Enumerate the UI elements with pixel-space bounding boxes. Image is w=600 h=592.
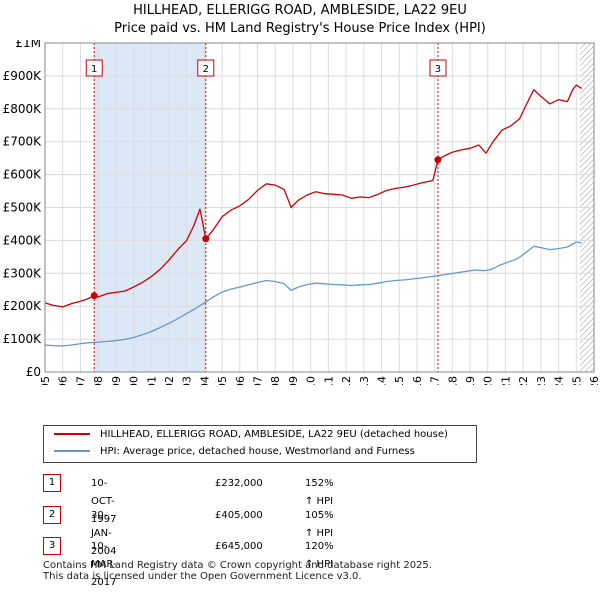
price-chart: 1 2 3 £0 £100K £200K £300K £400K £500K £600K £700… xyxy=(3,40,600,385)
y-tick-label: £0 xyxy=(26,365,41,379)
footer-line-1: Contains HM Land Registry data © Crown c… xyxy=(43,560,432,571)
x-tick-label: 2003 xyxy=(181,376,194,385)
x-tick-label: 2005 xyxy=(216,376,229,385)
x-tick-label: 1997 xyxy=(74,376,87,385)
x-tick-label: 2001 xyxy=(145,376,158,385)
x-tick-label: 2019 xyxy=(464,376,477,385)
legend-label-property: HILLHEAD, ELLERIGG ROAD, AMBLESIDE, LA22… xyxy=(100,429,448,440)
legend-item-hpi: HPI: Average price, detached house, West… xyxy=(54,443,415,461)
x-tick-label: 2015 xyxy=(393,376,406,385)
footer-attribution: Contains HM Land Registry data © Crown c… xyxy=(43,560,432,582)
x-tick-label: 2017 xyxy=(429,376,442,385)
x-tick-label: 2016 xyxy=(411,376,424,385)
transaction-price: £645,000 xyxy=(215,541,263,552)
y-tick-label: £600K xyxy=(3,168,43,182)
property-price-line xyxy=(44,84,582,308)
y-tick-label: £700K xyxy=(3,135,43,149)
x-tick-label: 1999 xyxy=(110,376,123,385)
transaction-date: 30-JAN-2004 xyxy=(91,510,117,557)
x-tick-label: 2021 xyxy=(499,376,512,385)
transaction-price: £232,000 xyxy=(215,478,263,489)
transaction-hpi: 120% ↑ HPI xyxy=(305,541,334,570)
sale-label-3: 3 xyxy=(435,64,441,75)
hpi-line xyxy=(44,241,582,347)
x-tick-label: 2023 xyxy=(535,376,548,385)
transaction-date: 10-OCT-1997 xyxy=(91,478,117,525)
y-tick-label: £500K xyxy=(3,201,43,215)
legend-swatch-hpi xyxy=(54,450,90,452)
x-tick-label: 2024 xyxy=(553,376,566,385)
x-tick-label: 2022 xyxy=(517,376,530,385)
x-tick-label: 1998 xyxy=(92,376,105,385)
x-tick-label: 2012 xyxy=(340,376,353,385)
y-tick-label: £1M xyxy=(15,40,41,50)
sale-label-2: 2 xyxy=(203,64,209,75)
y-tick-label: £200K xyxy=(3,299,43,313)
y-tick-label: £100K xyxy=(3,332,43,346)
legend-item-property: HILLHEAD, ELLERIGG ROAD, AMBLESIDE, LA22… xyxy=(54,426,448,444)
sale-marker-3 xyxy=(434,156,442,164)
x-tick-label: 2020 xyxy=(482,376,495,385)
transaction-date: 10-MAR-2017 xyxy=(91,541,117,588)
footer-line-2: This data is licensed under the Open Gov… xyxy=(43,571,362,582)
x-tick-label: 2009 xyxy=(287,376,300,385)
x-tick-label: 2007 xyxy=(252,376,265,385)
transaction-badge-3: 3 xyxy=(43,537,61,555)
transaction-hpi: 152% ↑ HPI xyxy=(305,478,334,507)
title-line-1: HILLHEAD, ELLERIGG ROAD, AMBLESIDE, LA22… xyxy=(133,3,467,18)
x-tick-label: 2014 xyxy=(375,376,388,385)
x-tick-label: 2004 xyxy=(198,376,211,385)
y-tick-label: £800K xyxy=(3,102,43,116)
legend-label-hpi: HPI: Average price, detached house, West… xyxy=(100,446,415,457)
x-tick-label: 2002 xyxy=(163,376,176,385)
transaction-badge-2: 2 xyxy=(43,506,61,524)
sale-marker-2 xyxy=(202,235,210,243)
transaction-badge-1: 1 xyxy=(43,474,61,492)
sale-box-1 xyxy=(85,59,103,77)
title-line-2: Price paid vs. HM Land Registry's House … xyxy=(114,21,486,36)
x-tick-label: 1996 xyxy=(57,376,70,385)
x-tick-label: 2010 xyxy=(305,376,318,385)
transaction-hpi: 105% ↑ HPI xyxy=(305,510,334,539)
chart-title: HILLHEAD, ELLERIGG ROAD, AMBLESIDE, LA22… xyxy=(0,2,600,38)
x-tick-label: 2000 xyxy=(128,376,141,385)
x-tick-label: 2006 xyxy=(234,376,247,385)
x-tick-label: 2013 xyxy=(358,376,371,385)
y-tick-label: £400K xyxy=(3,233,43,247)
transaction-price: £405,000 xyxy=(215,510,263,521)
x-tick-label: 2018 xyxy=(446,376,459,385)
sale-box-2 xyxy=(197,59,215,77)
legend-swatch-property xyxy=(54,433,90,435)
y-tick-label: £900K xyxy=(3,69,43,83)
x-tick-label: 2011 xyxy=(322,376,335,385)
sale-box-3 xyxy=(429,59,447,77)
plot-frame xyxy=(44,42,595,373)
sale-marker-1 xyxy=(90,292,98,300)
x-tick-label: 2025 xyxy=(570,376,583,385)
sale-label-1: 1 xyxy=(91,64,97,75)
y-tick-label: £300K xyxy=(3,266,43,280)
x-tick-label: 1995 xyxy=(39,376,52,385)
x-tick-label: 2008 xyxy=(269,376,282,385)
chart-legend: HILLHEAD, ELLERIGG ROAD, AMBLESIDE, LA22… xyxy=(43,425,477,463)
x-tick-label: 2026 xyxy=(588,376,600,385)
